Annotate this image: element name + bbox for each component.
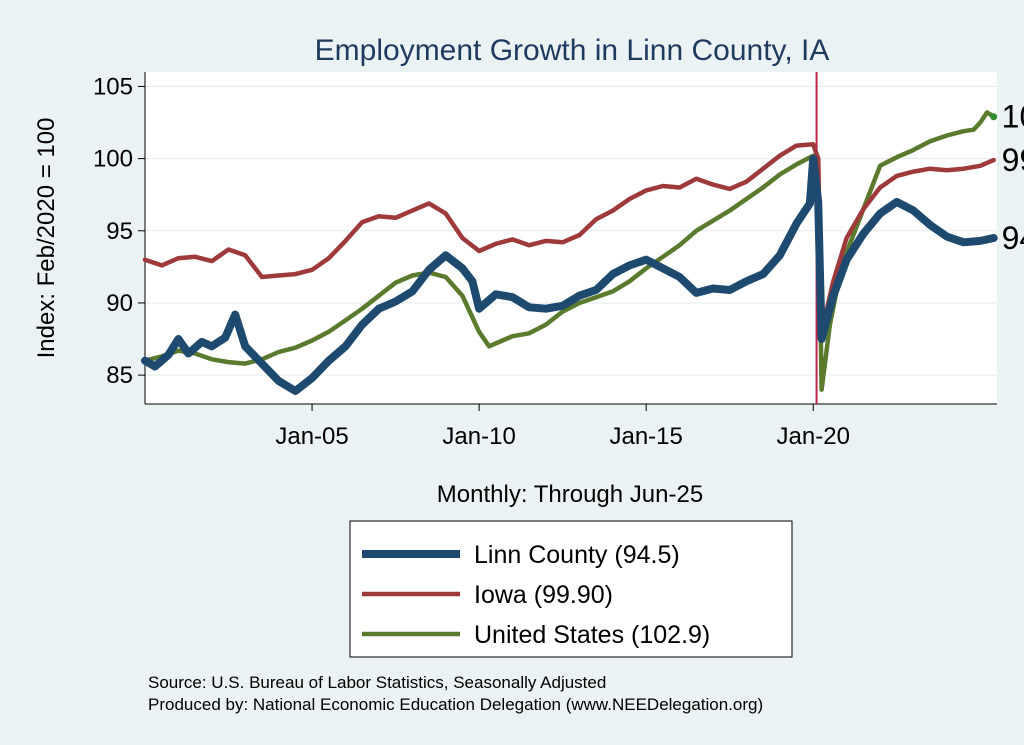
legend-label: Linn County (94.5) (474, 541, 680, 569)
x-tick-label: Jan-10 (442, 423, 515, 450)
end-label-iowa: 99.9 (1002, 142, 1024, 178)
x-tick-label: Jan-05 (275, 423, 348, 450)
end-label-united-states: 102.9 (1002, 99, 1024, 135)
end-labels: 102.9 99.9 94.5 (990, 99, 1024, 256)
legend-label: United States (102.9) (474, 621, 710, 649)
end-point-marker (990, 113, 998, 121)
legend: Linn County (94.5) Iowa (99.90) United Sta… (349, 520, 793, 658)
source-line: Source: U.S. Bureau of Labor Statistics,… (148, 673, 606, 692)
series-line-iowa (142, 141, 996, 335)
series-line-linn-county (141, 154, 998, 395)
x-axis-title: Monthly: Through Jun-25 (437, 481, 703, 508)
end-label-linn-county: 94.5 (1002, 220, 1024, 256)
x-ticks: Jan-05 Jan-10 Jan-15 Jan-20 (275, 404, 850, 450)
producer-line: Produced by: National Economic Education… (148, 695, 763, 714)
x-tick-label: Jan-20 (777, 423, 850, 450)
series-layer (141, 110, 998, 395)
series-line-united-states (142, 110, 996, 392)
y-tick-label: 105 (93, 73, 133, 100)
x-tick-label: Jan-15 (609, 423, 682, 450)
y-axis-title: Index: Feb/2020 = 100 (33, 118, 60, 359)
legend-label: Iowa (99.90) (474, 581, 613, 609)
chart-title: Employment Growth in Linn County, IA (315, 34, 830, 67)
y-tick-label: 90 (106, 290, 133, 317)
y-ticks: 85 90 95 100 105 (93, 73, 145, 389)
legend-items: Linn County (94.5) Iowa (99.90) United Sta… (362, 541, 710, 649)
y-tick-label: 95 (106, 218, 133, 245)
y-tick-label: 85 (106, 362, 133, 389)
y-tick-label: 100 (93, 146, 133, 173)
